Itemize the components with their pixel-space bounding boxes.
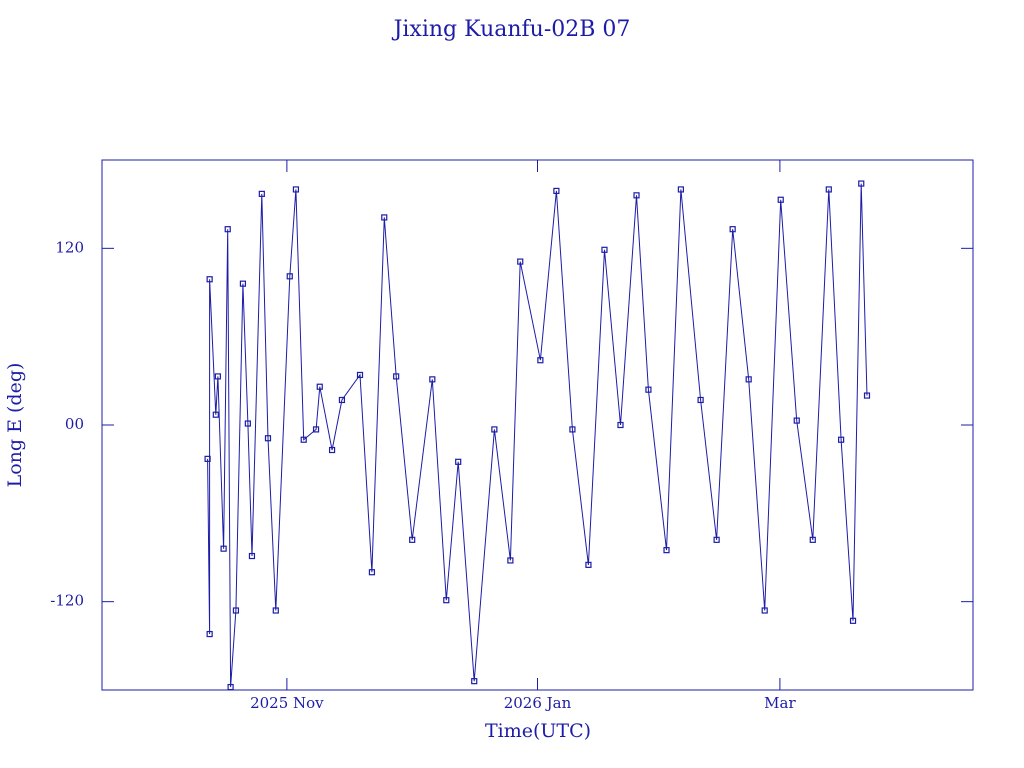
data-point [838,436,845,443]
y-tick-label: -120 [50,592,84,610]
data-point [729,226,736,233]
data-point [264,435,272,442]
data-point [316,383,323,390]
data-point [745,376,752,383]
data-point [569,426,576,433]
data-point [286,273,293,280]
data-point [863,392,871,399]
data-point [393,373,400,380]
data-point [232,607,240,614]
data-point [220,545,227,552]
data-point [793,417,800,424]
data-point [206,630,213,638]
data-point [585,561,592,568]
data-point [517,258,524,265]
plot-area [204,180,871,690]
data-line [207,183,868,688]
data-point [633,192,640,199]
data-point [328,446,336,454]
data-point [381,214,388,221]
data-point [212,411,219,418]
data-point [272,607,279,614]
y-axis-label: Long E (deg) [4,363,26,488]
data-point [429,376,436,383]
data-point [825,186,832,193]
data-point [697,396,704,404]
chart-title: Jixing Kuanfu-02B 07 [392,17,631,42]
data-point [258,190,265,197]
data-point [244,420,251,427]
data-point [248,552,256,560]
x-tick-label: 2025 Nov [250,694,324,712]
data-point [455,458,462,465]
data-point [239,280,247,287]
data-point [204,455,211,462]
data-point [491,426,498,433]
data-point [537,357,544,364]
data-point [553,187,560,195]
data-point [312,426,320,433]
plot-frame [101,159,974,691]
data-point [368,569,376,576]
data-point [777,196,784,203]
data-point [713,536,720,543]
data-point [507,557,514,564]
y-tick-label: 120 [55,238,84,256]
data-point [206,276,213,283]
data-point [409,536,416,543]
data-point [761,607,768,614]
x-tick-label: Mar [764,694,796,712]
data-point [224,226,231,233]
data-point [214,373,221,380]
data-point [471,678,478,685]
y-tick-label: 00 [65,415,84,433]
x-axis-label: Time(UTC) [485,720,591,742]
data-point [645,386,652,393]
data-point [809,536,816,543]
data-point [858,180,865,187]
data-point [227,683,234,690]
data-point [601,246,608,253]
data-point [356,371,364,379]
data-point [663,547,670,554]
x-tick-label: 2026 Jan [504,694,572,712]
data-point [338,396,346,404]
data-point [677,186,684,193]
data-point [443,597,450,604]
data-point [300,436,307,443]
data-point [849,617,857,624]
data-point [617,421,624,429]
data-point [292,186,300,193]
